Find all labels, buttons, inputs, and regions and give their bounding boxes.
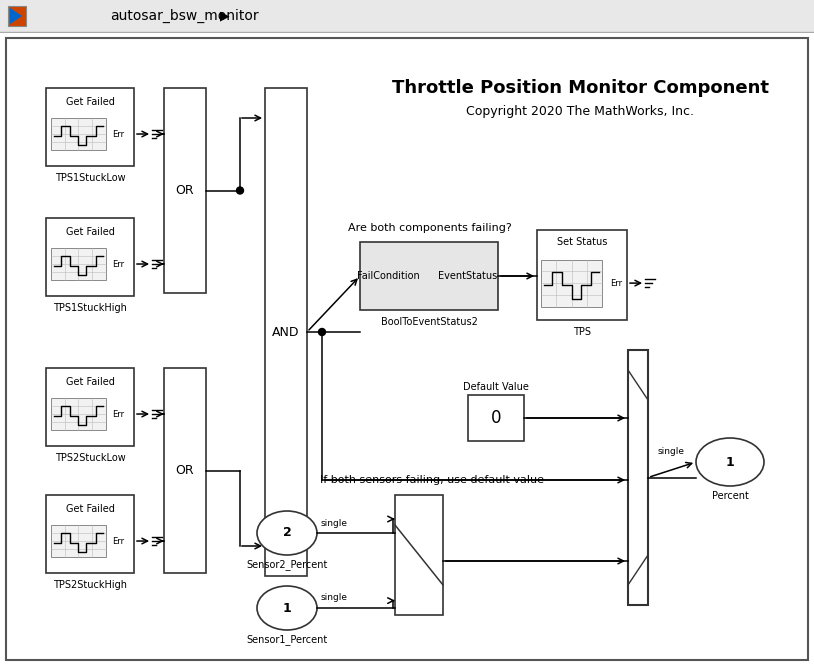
Text: Get Failed: Get Failed (66, 377, 115, 387)
Text: 1: 1 (282, 601, 291, 615)
Text: 1: 1 (725, 456, 734, 468)
Text: TPS2StuckHigh: TPS2StuckHigh (53, 580, 127, 590)
Text: Are both components failing?: Are both components failing? (348, 223, 512, 233)
Bar (46, 495, 134, 573)
Ellipse shape (257, 511, 317, 555)
Text: single: single (658, 448, 685, 456)
Circle shape (318, 328, 326, 336)
Bar (0, 0, 814, 32)
Ellipse shape (696, 438, 764, 486)
Text: 2: 2 (282, 527, 291, 539)
Text: If both sensors failing, use default value: If both sensors failing, use default val… (320, 475, 544, 485)
Text: Get Failed: Get Failed (66, 97, 115, 107)
Text: Percent: Percent (711, 491, 748, 501)
Text: Copyright 2020 The MathWorks, Inc.: Copyright 2020 The MathWorks, Inc. (466, 105, 694, 119)
Text: Err: Err (112, 537, 125, 545)
Text: Sensor1_Percent: Sensor1_Percent (247, 635, 327, 645)
Bar (51, 118, 106, 151)
Bar (537, 230, 627, 320)
Text: TPS2StuckLow: TPS2StuckLow (55, 453, 125, 463)
Text: OR: OR (176, 464, 195, 477)
Polygon shape (10, 8, 22, 24)
Bar (164, 368, 206, 573)
Text: FailCondition: FailCondition (357, 271, 419, 281)
Bar (46, 88, 134, 166)
Text: ▶: ▶ (220, 9, 230, 23)
Text: Err: Err (610, 278, 622, 288)
Text: Err: Err (112, 260, 125, 268)
Bar (360, 242, 498, 310)
Text: TPS1StuckHigh: TPS1StuckHigh (53, 303, 127, 313)
Text: OR: OR (176, 184, 195, 197)
Bar (51, 248, 106, 280)
Text: Set Status: Set Status (557, 237, 607, 247)
Text: AND: AND (272, 326, 300, 338)
Text: EventStatus: EventStatus (439, 271, 497, 281)
Text: single: single (321, 593, 348, 603)
Text: Err: Err (112, 129, 125, 139)
Text: BoolToEventStatus2: BoolToEventStatus2 (381, 317, 478, 327)
Text: single: single (321, 519, 348, 527)
Bar (46, 218, 134, 296)
Bar (395, 495, 443, 615)
Bar (51, 525, 106, 557)
Text: Sensor2_Percent: Sensor2_Percent (247, 559, 328, 571)
Bar (164, 88, 206, 293)
Ellipse shape (257, 586, 317, 630)
Text: TPS1StuckLow: TPS1StuckLow (55, 173, 125, 183)
Text: Get Failed: Get Failed (66, 504, 115, 514)
Bar (46, 368, 134, 446)
Text: autosar_bsw_monitor: autosar_bsw_monitor (110, 9, 259, 23)
Text: Get Failed: Get Failed (66, 227, 115, 237)
Bar (628, 350, 648, 605)
Text: Default Value: Default Value (463, 382, 529, 392)
Text: 0: 0 (491, 409, 501, 427)
Bar (8, 6, 26, 26)
Bar (265, 88, 307, 576)
Circle shape (237, 187, 243, 194)
Bar (468, 395, 524, 441)
Bar (541, 260, 602, 306)
Text: TPS: TPS (573, 327, 591, 337)
Text: Err: Err (112, 410, 125, 418)
Text: Throttle Position Monitor Component: Throttle Position Monitor Component (392, 79, 768, 97)
Bar (51, 398, 106, 430)
